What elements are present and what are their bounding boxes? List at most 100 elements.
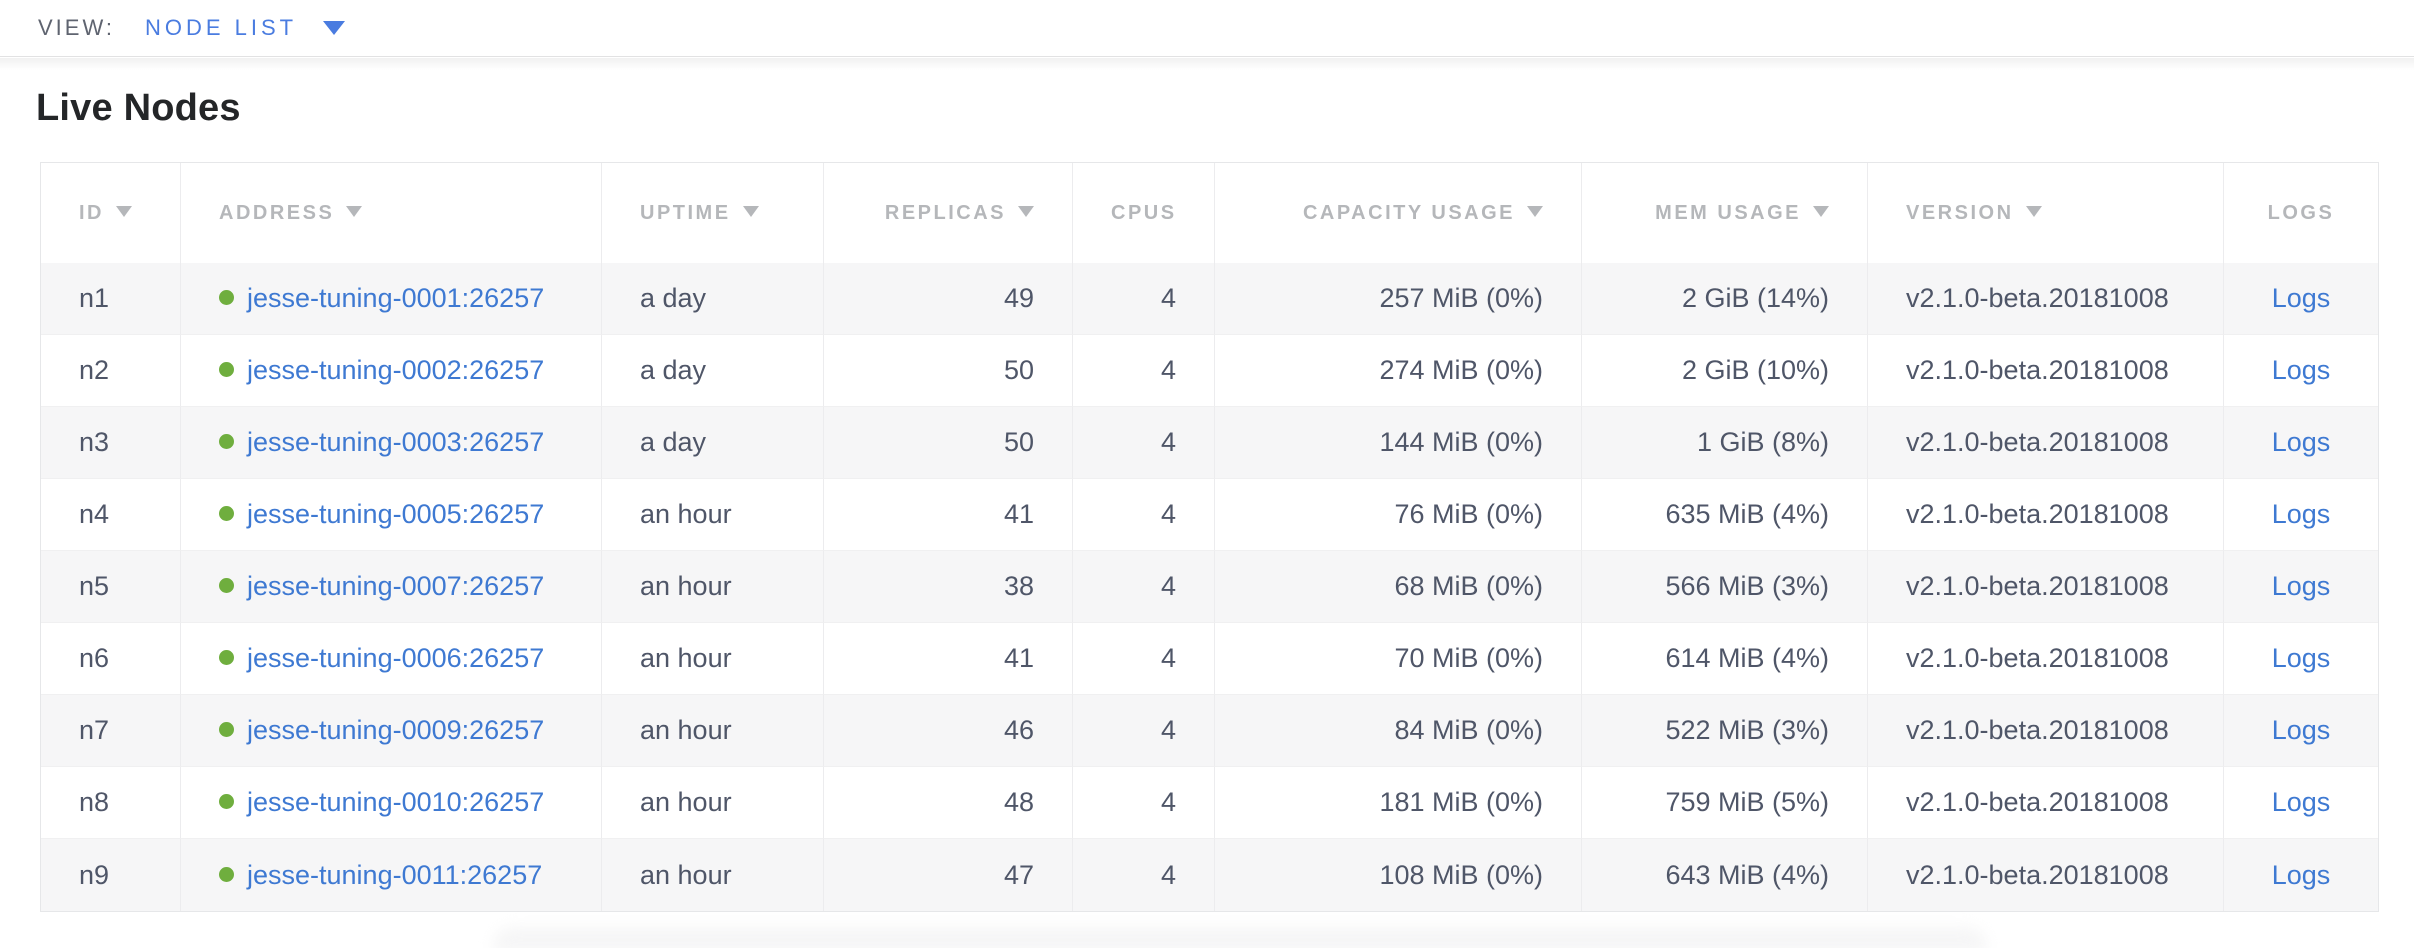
node-id-cell: n9 — [41, 839, 181, 911]
node-cpus-cell: 4 — [1073, 407, 1215, 479]
node-replicas-cell: 50 — [824, 407, 1073, 479]
node-address-link[interactable]: jesse-tuning-0007:26257 — [247, 571, 545, 601]
node-capacity-usage-cell: 181 MiB (0%) — [1215, 767, 1582, 839]
node-address-link[interactable]: jesse-tuning-0010:26257 — [247, 787, 545, 817]
node-address-link[interactable]: jesse-tuning-0005:26257 — [247, 499, 545, 529]
node-logs-link[interactable]: Logs — [2271, 859, 2331, 890]
node-capacity-usage-cell: 84 MiB (0%) — [1215, 695, 1582, 767]
sort-desc-icon — [1813, 205, 1829, 217]
node-address-cell: jesse-tuning-0010:26257 — [181, 767, 602, 839]
node-capacity-usage-cell: 274 MiB (0%) — [1215, 335, 1582, 407]
live-status-dot-icon — [219, 794, 234, 810]
node-id-cell: n2 — [41, 335, 181, 407]
node-capacity-usage-cell: 76 MiB (0%) — [1215, 479, 1582, 551]
node-row-n6: n6 jesse-tuning-0006:26257 an hour 41 4 70 Mi… — [41, 623, 2378, 695]
node-logs-cell: Logs — [2224, 551, 2378, 623]
node-logs-cell: Logs — [2224, 407, 2378, 479]
sort-desc-icon — [1527, 205, 1543, 217]
node-id-cell: n8 — [41, 767, 181, 839]
column-header-cpus: CPUS — [1073, 163, 1215, 263]
live-status-dot-icon — [219, 722, 234, 738]
node-logs-link[interactable]: Logs — [2271, 715, 2331, 745]
live-status-dot-icon — [219, 290, 234, 306]
node-row-n3: n3 jesse-tuning-0003:26257 a day 50 4 144 MiB… — [41, 407, 2378, 479]
column-header-address[interactable]: ADDRESS — [181, 163, 602, 263]
node-address-link[interactable]: jesse-tuning-0009:26257 — [247, 715, 545, 745]
node-address-cell: jesse-tuning-0009:26257 — [181, 695, 602, 767]
node-logs-link[interactable]: Logs — [2271, 355, 2331, 385]
node-cpus-cell: 4 — [1073, 767, 1215, 839]
column-header-label: ADDRESS — [219, 201, 335, 224]
node-uptime-cell: an hour — [602, 551, 824, 623]
column-header-logs: LOGS — [2224, 163, 2378, 263]
column-header-label: CAPACITY USAGE — [1302, 201, 1515, 224]
node-address-link[interactable]: jesse-tuning-0003:26257 — [247, 427, 545, 457]
node-logs-link[interactable]: Logs — [2271, 787, 2331, 817]
column-header-id[interactable]: ID — [41, 163, 181, 263]
node-mem-usage-cell: 566 MiB (3%) — [1582, 551, 1868, 623]
column-header-version[interactable]: VERSION — [1868, 163, 2224, 263]
node-capacity-usage-cell: 70 MiB (0%) — [1215, 623, 1582, 695]
column-header-uptime[interactable]: UPTIME — [602, 163, 824, 263]
below-fold-element-shadow — [493, 927, 1987, 948]
node-id-cell: n4 — [41, 479, 181, 551]
node-address-cell: jesse-tuning-0007:26257 — [181, 551, 602, 623]
page-title: Live Nodes — [36, 87, 241, 129]
node-logs-cell: Logs — [2224, 839, 2378, 911]
node-address-link[interactable]: jesse-tuning-0011:26257 — [247, 859, 543, 890]
node-address-cell: jesse-tuning-0003:26257 — [181, 407, 602, 479]
node-logs-link[interactable]: Logs — [2271, 427, 2331, 457]
node-logs-link[interactable]: Logs — [2271, 571, 2331, 601]
node-uptime-cell: a day — [602, 407, 824, 479]
node-address-cell: jesse-tuning-0006:26257 — [181, 623, 602, 695]
column-header-label: MEM USAGE — [1655, 201, 1801, 224]
node-mem-usage-cell: 635 MiB (4%) — [1582, 479, 1868, 551]
node-address-cell: jesse-tuning-0001:26257 — [181, 263, 602, 335]
column-header-label: VERSION — [1906, 201, 2014, 224]
node-address-link[interactable]: jesse-tuning-0001:26257 — [247, 283, 545, 313]
node-address-link[interactable]: jesse-tuning-0002:26257 — [247, 355, 545, 385]
view-selected-value: NODE LIST — [144, 15, 298, 40]
node-mem-usage-cell: 759 MiB (5%) — [1582, 767, 1868, 839]
view-label: VIEW: — [38, 15, 115, 40]
node-uptime-cell: a day — [602, 263, 824, 335]
node-mem-usage-cell: 2 GiB (10%) — [1582, 335, 1868, 407]
live-status-dot-icon — [219, 434, 234, 450]
node-version-cell: v2.1.0-beta.20181008 — [1868, 479, 2224, 551]
node-address-cell: jesse-tuning-0011:26257 — [181, 839, 602, 911]
node-cpus-cell: 4 — [1073, 263, 1215, 335]
node-uptime-cell: an hour — [602, 479, 824, 551]
node-mem-usage-cell: 643 MiB (4%) — [1582, 839, 1868, 911]
column-header-replicas[interactable]: REPLICAS — [824, 163, 1073, 263]
sort-desc-icon — [116, 205, 132, 217]
node-logs-link[interactable]: Logs — [2271, 283, 2331, 313]
node-id-cell: n1 — [41, 263, 181, 335]
node-address-link[interactable]: jesse-tuning-0006:26257 — [247, 643, 545, 673]
live-status-dot-icon — [219, 506, 234, 522]
node-uptime-cell: a day — [602, 335, 824, 407]
node-mem-usage-cell: 1 GiB (8%) — [1582, 407, 1868, 479]
view-bar: VIEW: NODE LIST — [0, 0, 2414, 57]
caret-down-icon — [323, 21, 346, 35]
node-id-cell: n6 — [41, 623, 181, 695]
node-uptime-cell: an hour — [602, 623, 824, 695]
column-header-mem[interactable]: MEM USAGE — [1582, 163, 1868, 263]
node-version-cell: v2.1.0-beta.20181008 — [1868, 551, 2224, 623]
sort-desc-icon — [2025, 205, 2042, 217]
node-replicas-cell: 47 — [824, 839, 1073, 911]
node-cpus-cell: 4 — [1073, 335, 1215, 407]
node-id-cell: n5 — [41, 551, 181, 623]
node-version-cell: v2.1.0-beta.20181008 — [1868, 839, 2224, 911]
node-logs-cell: Logs — [2224, 623, 2378, 695]
node-logs-cell: Logs — [2224, 263, 2378, 335]
sort-desc-icon — [1018, 205, 1034, 217]
column-header-capacity[interactable]: CAPACITY USAGE — [1215, 163, 1582, 263]
node-uptime-cell: an hour — [602, 767, 824, 839]
node-address-cell: jesse-tuning-0005:26257 — [181, 479, 602, 551]
view-selector-dropdown[interactable]: NODE LIST — [144, 15, 346, 41]
node-replicas-cell: 46 — [824, 695, 1073, 767]
node-logs-link[interactable]: Logs — [2271, 643, 2331, 673]
node-logs-link[interactable]: Logs — [2271, 499, 2331, 529]
node-row-n2: n2 jesse-tuning-0002:26257 a day 50 4 274 MiB… — [41, 335, 2378, 407]
node-cpus-cell: 4 — [1073, 695, 1215, 767]
